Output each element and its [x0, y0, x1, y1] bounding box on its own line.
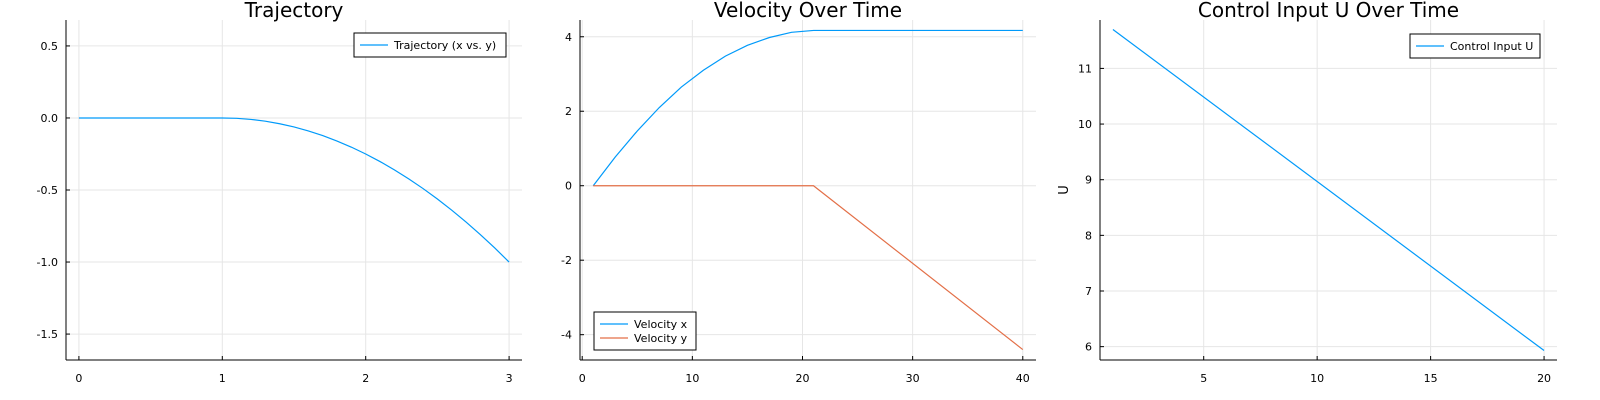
x-tick-label: 10 [685, 372, 699, 385]
series-line [593, 185, 1024, 351]
y-tick-label: -2 [561, 254, 572, 267]
x-tick-label: 10 [1310, 372, 1324, 385]
series-line [78, 117, 510, 263]
control-input-panel: 5 10 15 20 6 7 8 9 10 11 Control Input U Over Time… [1057, 0, 1557, 385]
x-tick-label: 20 [795, 372, 809, 385]
x-tick-label: 15 [1424, 372, 1438, 385]
series-line [592, 29, 1023, 187]
legend: Trajectory (x vs. y) [353, 32, 507, 58]
y-tick-label: 10 [1078, 118, 1092, 131]
y-tick-label: 0.5 [41, 40, 59, 53]
x-tick-label: 20 [1537, 372, 1551, 385]
series-line [1112, 28, 1545, 352]
y-tick-label: 2 [565, 105, 572, 118]
y-tick-label: 6 [1085, 341, 1092, 354]
legend-label: Trajectory (x vs. y) [393, 39, 496, 52]
y-tick-label: -1.0 [37, 256, 58, 269]
legend-label: Velocity x [634, 318, 688, 331]
chart-title: Velocity Over Time [714, 0, 902, 22]
y-tick-label: -4 [561, 329, 572, 342]
y-tick-label: -1.5 [37, 328, 58, 341]
y-tick-label: 0 [565, 180, 572, 193]
y-tick-label: 7 [1085, 285, 1092, 298]
legend-box [593, 311, 697, 351]
chart-title: Control Input U Over Time [1198, 0, 1459, 22]
y-tick-label: 8 [1085, 229, 1092, 242]
y-tick-label: 0.0 [41, 112, 59, 125]
chart-title: Trajectory [244, 0, 344, 22]
y-tick-label: 11 [1078, 62, 1092, 75]
legend-label: Velocity y [634, 332, 688, 345]
velocity-panel: 0 10 20 30 40 -4 -2 0 2 4 Velocity Over Time Veloci… [561, 0, 1036, 385]
legend: Control Input U [1409, 33, 1541, 59]
x-tick-label: 30 [906, 372, 920, 385]
y-axis-label: U [1057, 185, 1072, 195]
x-tick-label: 1 [219, 372, 226, 385]
x-tick-label: 40 [1016, 372, 1030, 385]
x-tick-label: 2 [362, 372, 369, 385]
x-tick-label: 0 [579, 372, 586, 385]
x-tick-label: 3 [506, 372, 513, 385]
y-tick-label: 9 [1085, 174, 1092, 187]
y-tick-label: 4 [565, 31, 572, 44]
trajectory-panel: 0 1 2 3 -1.5 -1.0 -0.5 0.0 0.5 Trajectory Trajecto… [37, 0, 522, 385]
y-tick-label: -0.5 [37, 184, 58, 197]
legend-label: Control Input U [1450, 40, 1533, 53]
x-tick-label: 0 [75, 372, 82, 385]
x-tick-label: 5 [1200, 372, 1207, 385]
